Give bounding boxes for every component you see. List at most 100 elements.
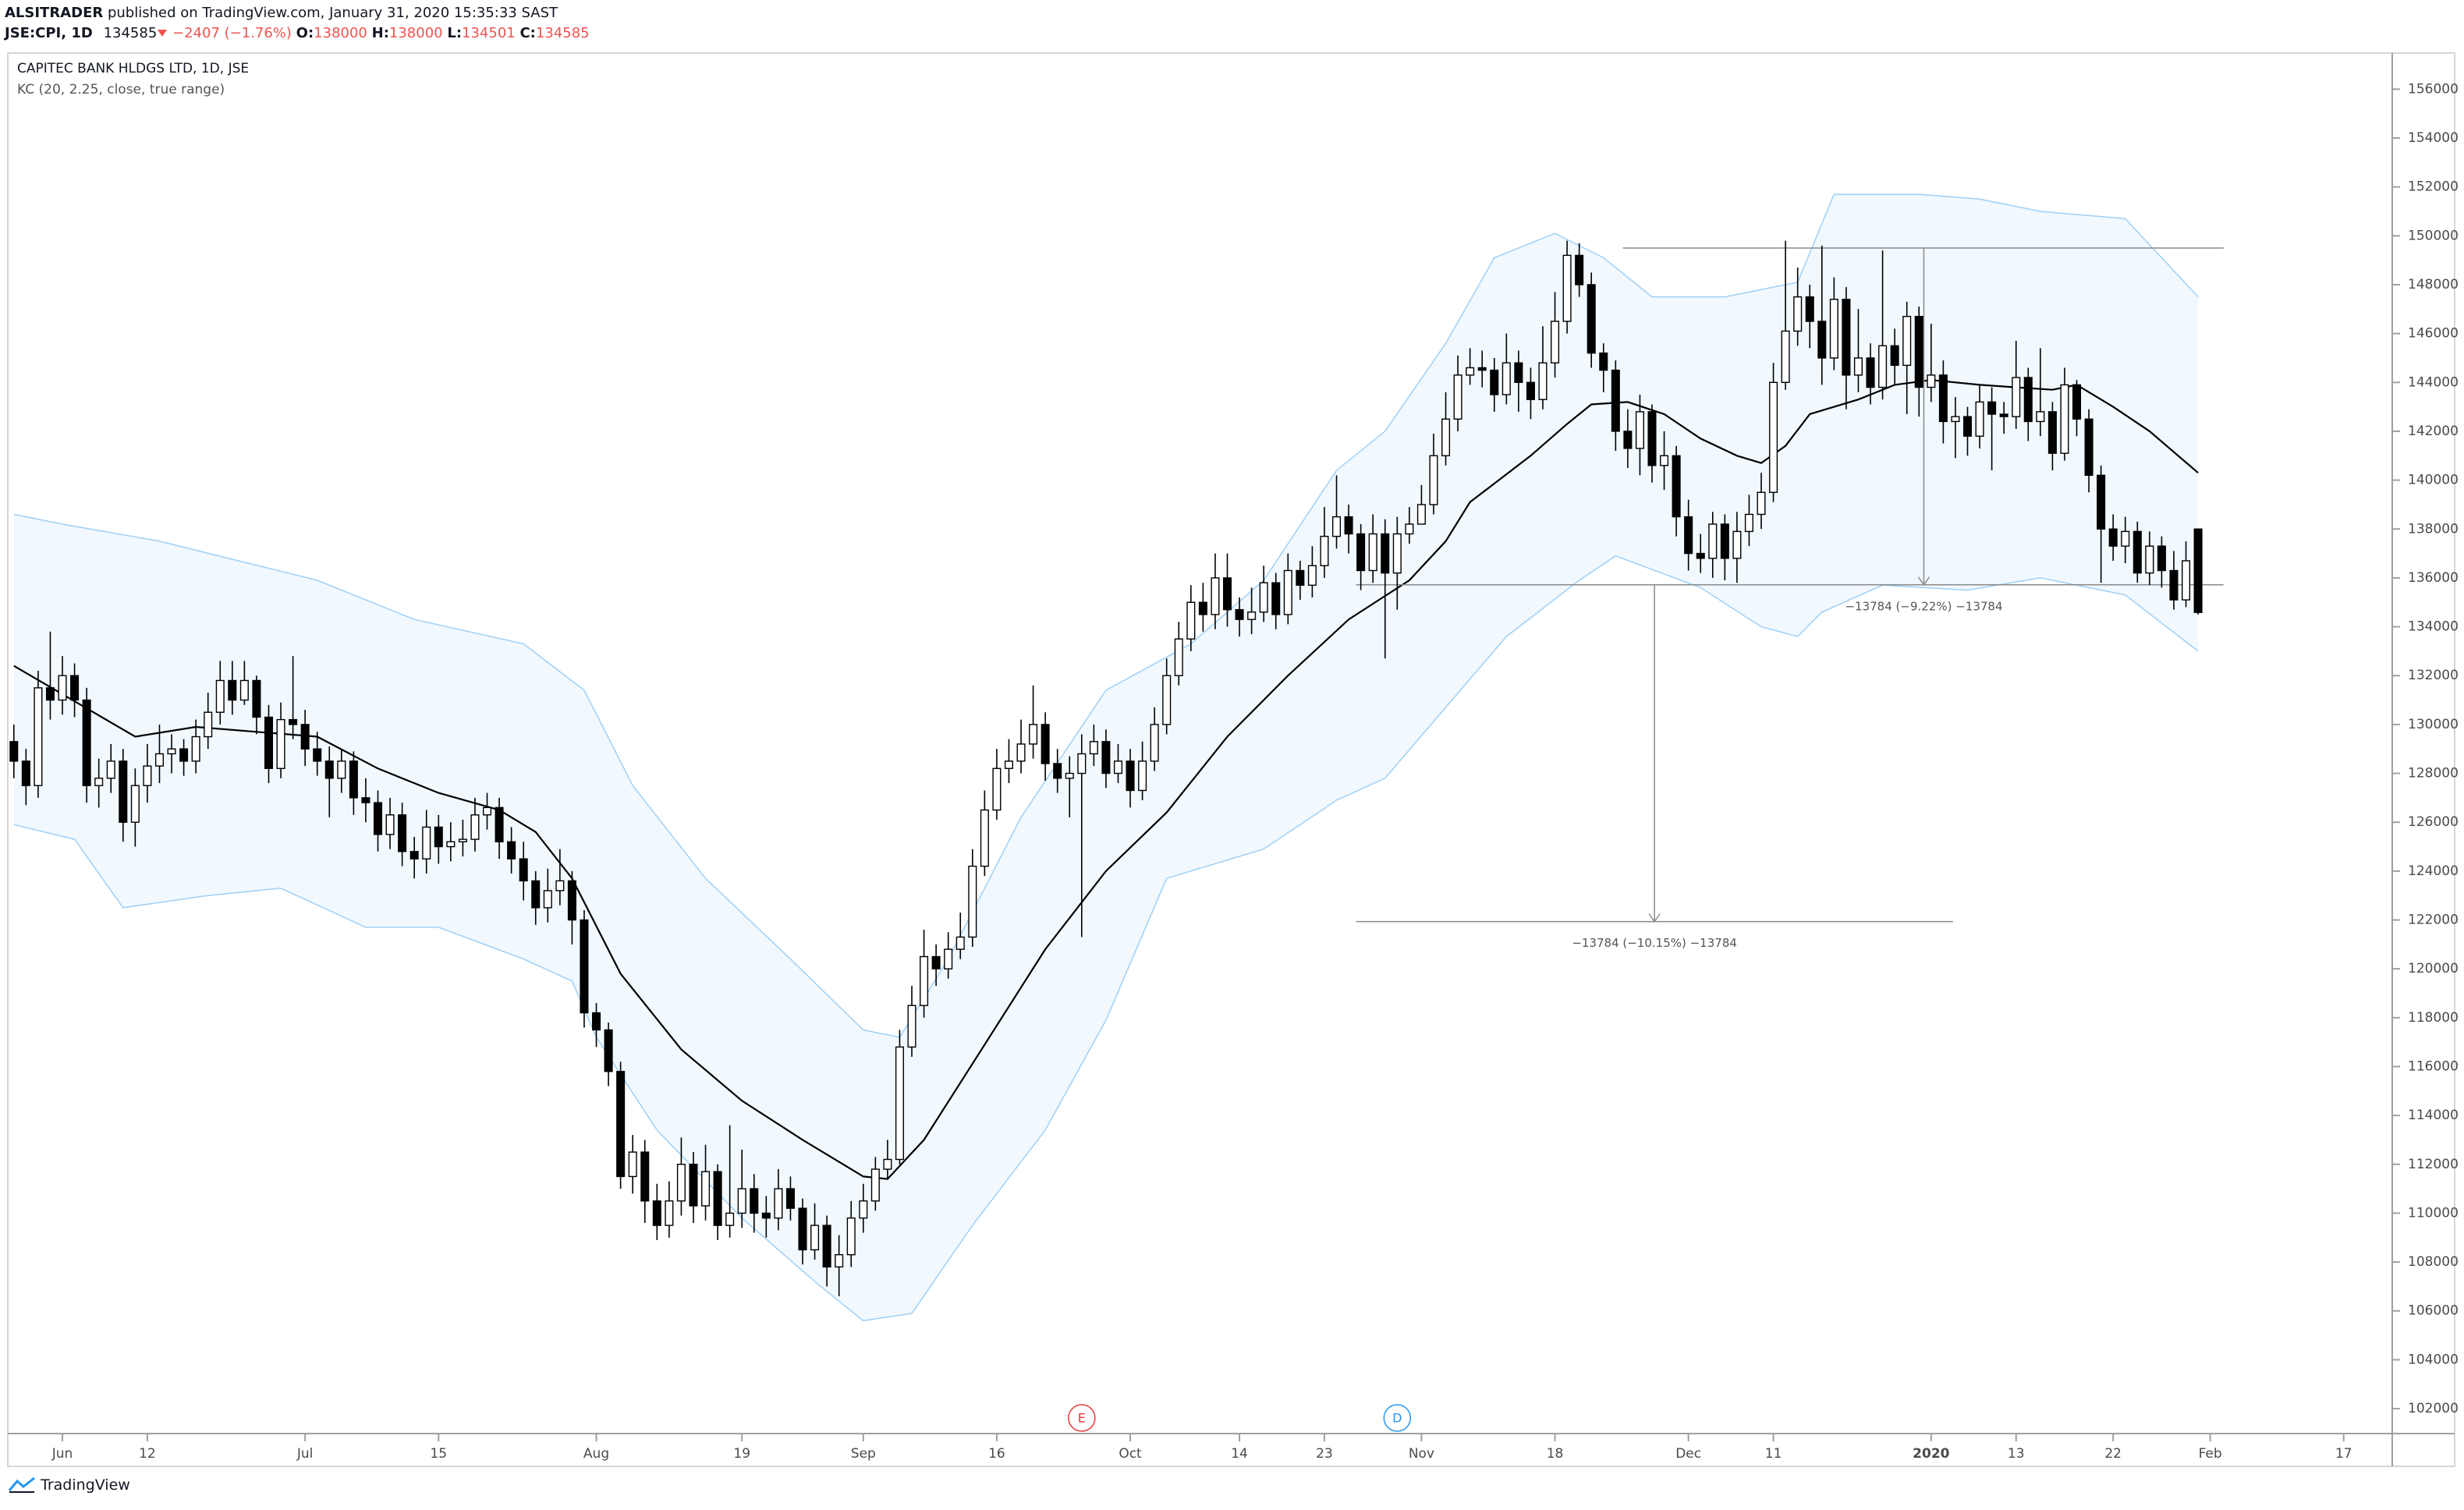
candle-body — [106, 760, 115, 779]
candle-body — [1732, 530, 1742, 559]
candle-body — [1016, 743, 1026, 762]
candle-body — [883, 1158, 892, 1170]
candle-body — [34, 687, 43, 786]
candle-body — [543, 890, 552, 909]
event-label: E — [1078, 1411, 1086, 1426]
y-tick-label: 108000 — [2408, 1254, 2459, 1270]
measure-arrowhead — [1648, 913, 1661, 923]
last-price: 134585 — [103, 25, 158, 41]
candle-body — [2036, 411, 2045, 423]
candle-body — [1562, 254, 1572, 322]
candle-body — [944, 948, 953, 969]
candle-body — [409, 851, 419, 860]
candle-body — [2133, 530, 2142, 574]
candle-body — [313, 748, 322, 762]
low-label: L: — [447, 25, 463, 41]
measure-arrowhead — [1917, 576, 1930, 587]
candle-body — [2047, 411, 2057, 454]
candle-body — [1089, 741, 1098, 755]
candle-body — [859, 1200, 868, 1219]
candle-body — [1842, 299, 1851, 376]
candle-body — [1635, 411, 1644, 449]
candle-body — [1235, 608, 1244, 620]
candle-body — [1951, 416, 1960, 423]
candle-body — [1829, 299, 1838, 359]
candle-body — [592, 1012, 601, 1031]
candle-body — [1041, 724, 1050, 764]
candle-body — [785, 1188, 795, 1209]
y-tick-label: 130000 — [2408, 717, 2459, 732]
candle-body — [567, 880, 576, 921]
candle-body — [2060, 384, 2069, 454]
header-line: ALSITRADER published on TradingView.com,… — [5, 3, 590, 23]
candle-body — [385, 814, 395, 835]
y-tick-label: 136000 — [2408, 570, 2459, 586]
candle-body — [1999, 413, 2008, 417]
candle-body — [373, 802, 383, 835]
candle-body — [2023, 377, 2033, 423]
candle-body — [774, 1188, 783, 1219]
candle-body — [2012, 377, 2021, 417]
candle-body — [1526, 381, 1535, 400]
candle-body — [531, 880, 541, 909]
high-value: 138000 — [388, 25, 443, 41]
candle-body — [895, 1046, 904, 1161]
y-tick-label: 140000 — [2408, 473, 2459, 488]
x-tick-label: 17 — [2335, 1446, 2352, 1462]
candle-body — [1551, 321, 1560, 363]
candle-body — [1174, 638, 1183, 676]
candle-body — [1672, 455, 1681, 518]
candle-body — [179, 748, 189, 762]
candle-body — [458, 838, 467, 842]
candle-body — [1793, 296, 1803, 332]
candle-body — [1211, 577, 1220, 615]
candle-body — [713, 1171, 722, 1226]
candle-body — [1720, 523, 1729, 559]
candle-body — [1490, 369, 1499, 395]
candle-body — [955, 936, 965, 950]
candle-body — [2145, 545, 2154, 574]
candle-body — [1962, 416, 1973, 437]
candle-body — [652, 1200, 661, 1226]
candle-body — [725, 1212, 735, 1226]
candle-body — [398, 814, 407, 852]
candle-body — [1441, 418, 1451, 456]
candle-body — [300, 724, 310, 750]
candle-body — [1392, 533, 1402, 574]
candle-body — [1647, 411, 1657, 466]
candle-body — [616, 1071, 626, 1178]
candle-body — [810, 1225, 820, 1251]
candle-body — [835, 1253, 844, 1268]
candle-body — [1902, 316, 1912, 367]
x-tick-label: Oct — [1119, 1446, 1142, 1462]
candle-body — [167, 748, 176, 755]
open-label: O: — [296, 25, 314, 41]
candle-body — [2072, 384, 2082, 420]
y-tick-label: 138000 — [2408, 521, 2459, 537]
candle-body — [846, 1217, 856, 1256]
candle-body — [289, 718, 298, 725]
candle-body — [1416, 504, 1426, 525]
measure-label: −13784 (−9.22%) −13784 — [1845, 599, 2002, 613]
candle-body — [907, 1005, 916, 1048]
y-tick-label: 146000 — [2408, 326, 2459, 342]
y-tick-label: 110000 — [2408, 1205, 2459, 1221]
candle-body — [1405, 523, 1414, 535]
candle-body — [1126, 760, 1135, 792]
candle-body — [422, 826, 431, 860]
candle-body — [689, 1164, 698, 1207]
candle-body — [361, 797, 370, 803]
candle-body — [119, 760, 128, 823]
y-tick-label: 132000 — [2408, 668, 2459, 683]
candle-body — [968, 865, 977, 938]
open-value: 138000 — [314, 25, 367, 41]
candle-body — [70, 675, 80, 701]
candle-body — [1975, 401, 1984, 437]
y-tick-label: 120000 — [2408, 961, 2459, 977]
candle-body — [676, 1164, 686, 1202]
candle-body — [1296, 569, 1305, 587]
channel-lower — [13, 555, 2199, 1322]
y-tick-label: 142000 — [2408, 424, 2459, 439]
brand-logo — [8, 1476, 35, 1493]
